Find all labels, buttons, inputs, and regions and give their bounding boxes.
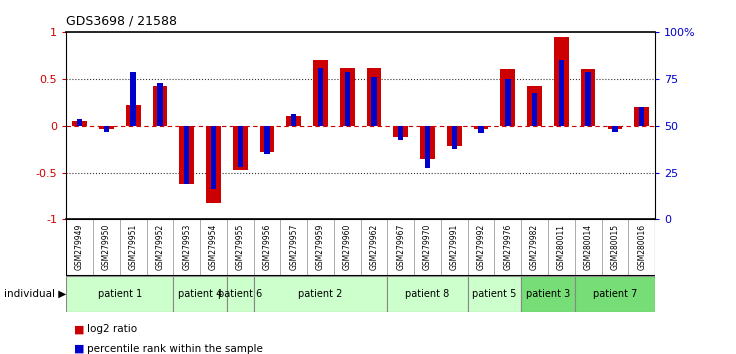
Bar (612, 126, 618, 132)
Text: GDS3698 / 21588: GDS3698 / 21588 (66, 15, 177, 28)
Bar (554, 36, 569, 126)
Bar (467, 276, 521, 312)
Bar (532, 93, 537, 126)
Text: patient 4: patient 4 (178, 289, 222, 299)
Text: GSM279970: GSM279970 (423, 224, 432, 270)
Bar (254, 276, 387, 312)
Bar (387, 276, 467, 312)
Bar (72, 121, 87, 126)
Bar (173, 276, 227, 312)
Text: GSM279951: GSM279951 (129, 224, 138, 270)
Text: GSM280011: GSM280011 (557, 224, 566, 270)
Bar (313, 60, 328, 126)
Bar (420, 126, 435, 159)
Bar (639, 107, 644, 126)
Bar (238, 126, 243, 167)
Bar (394, 126, 408, 137)
Bar (559, 60, 564, 126)
Bar (474, 126, 489, 130)
Bar (152, 86, 167, 126)
Text: GSM279950: GSM279950 (102, 224, 111, 270)
Bar (607, 126, 622, 130)
Bar (634, 107, 649, 126)
Bar (66, 276, 173, 312)
Bar (344, 72, 350, 126)
Bar (158, 84, 163, 126)
Bar (372, 77, 377, 126)
Bar (447, 126, 461, 146)
Text: GSM279952: GSM279952 (155, 224, 164, 270)
Text: patient 8: patient 8 (406, 289, 450, 299)
Text: GSM279959: GSM279959 (316, 224, 325, 270)
Text: GSM279955: GSM279955 (236, 224, 244, 270)
Bar (585, 72, 591, 126)
Text: GSM280015: GSM280015 (610, 224, 620, 270)
Bar (77, 119, 82, 126)
Bar (291, 114, 297, 126)
Text: patient 6: patient 6 (218, 289, 262, 299)
Bar (478, 126, 484, 133)
Bar (206, 126, 221, 202)
Text: GSM279949: GSM279949 (75, 224, 84, 270)
Bar (500, 69, 515, 126)
Bar (340, 68, 355, 126)
Bar (264, 126, 269, 154)
Text: GSM279991: GSM279991 (450, 224, 459, 270)
Bar (210, 126, 216, 189)
Bar (505, 79, 511, 126)
Bar (130, 72, 136, 126)
Bar (126, 105, 141, 126)
Text: individual ▶: individual ▶ (4, 289, 66, 299)
Bar (184, 126, 189, 184)
Text: GSM279956: GSM279956 (263, 224, 272, 270)
Bar (527, 86, 542, 126)
Text: patient 5: patient 5 (473, 289, 517, 299)
Text: GSM279962: GSM279962 (369, 224, 378, 270)
Bar (233, 126, 247, 170)
Text: patient 1: patient 1 (98, 289, 142, 299)
Text: GSM279982: GSM279982 (530, 224, 539, 270)
Bar (575, 276, 655, 312)
Text: GSM279976: GSM279976 (503, 224, 512, 270)
Text: GSM279992: GSM279992 (477, 224, 486, 270)
Text: ■: ■ (74, 344, 84, 354)
Text: GSM280014: GSM280014 (584, 224, 592, 270)
Text: GSM279967: GSM279967 (396, 224, 406, 270)
Text: patient 2: patient 2 (298, 289, 343, 299)
Text: ■: ■ (74, 324, 84, 334)
Bar (180, 126, 194, 184)
Bar (425, 126, 431, 168)
Text: GSM279954: GSM279954 (209, 224, 218, 270)
Bar (398, 126, 403, 140)
Bar (286, 116, 301, 126)
Text: GSM279953: GSM279953 (183, 224, 191, 270)
Text: GSM280016: GSM280016 (637, 224, 646, 270)
Bar (99, 126, 114, 130)
Bar (260, 126, 275, 152)
Bar (104, 126, 109, 132)
Bar (227, 276, 254, 312)
Text: log2 ratio: log2 ratio (87, 324, 137, 334)
Text: percentile rank within the sample: percentile rank within the sample (87, 344, 263, 354)
Text: GSM279960: GSM279960 (343, 224, 352, 270)
Text: patient 7: patient 7 (592, 289, 637, 299)
Bar (581, 69, 595, 126)
Bar (367, 68, 381, 126)
Bar (318, 68, 323, 126)
Bar (521, 276, 575, 312)
Text: patient 3: patient 3 (526, 289, 570, 299)
Text: GSM279957: GSM279957 (289, 224, 298, 270)
Bar (452, 126, 457, 149)
